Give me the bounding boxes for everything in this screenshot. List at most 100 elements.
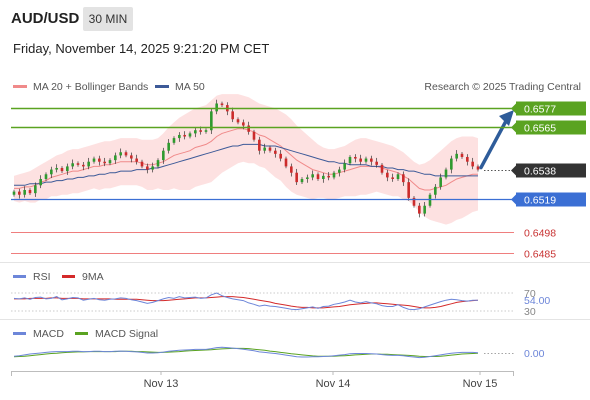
candle-body: [263, 147, 266, 151]
candle-body: [460, 153, 464, 157]
resistance-tag: [516, 101, 586, 116]
candle-body: [167, 142, 170, 151]
candle-body: [146, 166, 149, 170]
resistance-label: 0.6577: [524, 104, 556, 116]
candle-body: [386, 172, 389, 178]
forecast-arrow-shaft: [479, 119, 508, 170]
resistance-tag: [516, 120, 586, 135]
legend-label-rsi-ma: 9MA: [82, 271, 104, 283]
macd-line: [13, 346, 479, 359]
candle-body: [140, 161, 144, 167]
main-plot-area: [12, 94, 514, 225]
attribution: Research © 2025 Trading Central: [424, 81, 581, 93]
legend-label-ma20: MA 20 + Bollinger Bands: [33, 81, 148, 93]
candle-body: [114, 155, 117, 161]
candle-body: [210, 111, 213, 131]
candle-body: [450, 158, 453, 170]
candle-body: [284, 158, 288, 167]
candle-body: [242, 122, 245, 126]
candle-body: [300, 179, 304, 183]
legend-label-rsi: RSI: [33, 271, 51, 283]
candle-body: [332, 172, 336, 178]
candle-body: [130, 155, 133, 159]
candle-body: [162, 150, 165, 161]
candle-body: [55, 167, 58, 170]
candle-body: [418, 205, 421, 214]
current-price-label: 0.6538: [524, 166, 556, 178]
candle-body: [375, 161, 378, 165]
candle-body: [380, 164, 384, 173]
candle-body: [44, 174, 48, 179]
candle-body: [402, 174, 405, 183]
time-axis-label: Nov 14: [316, 378, 351, 390]
legend-swatch-rsi: [13, 275, 26, 278]
candle-body: [236, 119, 240, 123]
candle-body: [60, 167, 64, 172]
support-label: 0.6485: [524, 249, 556, 261]
support-label: 0.6498: [524, 228, 556, 240]
candle-body: [428, 194, 432, 206]
candle-body: [252, 131, 256, 140]
candle-body: [306, 177, 309, 179]
candle-body: [476, 166, 480, 170]
macd-panel: 0.00: [13, 346, 545, 360]
candle-body: [348, 156, 352, 164]
candle-body: [316, 174, 320, 179]
ma20-line: [14, 128, 478, 191]
time-axis: Nov 13 Nov 14 Nov 15: [11, 371, 514, 390]
candle-body: [23, 190, 26, 195]
candle-body: [338, 169, 341, 173]
candle-body: [82, 164, 85, 167]
candle-body: [204, 130, 208, 132]
candle-body: [391, 177, 394, 179]
candle-body: [343, 163, 346, 170]
candle-body: [135, 158, 138, 162]
candle-body: [220, 103, 224, 106]
candle-body: [199, 130, 202, 132]
candle-body: [466, 156, 469, 162]
pivot-tag-pointer: [511, 194, 516, 205]
timeframe-badge[interactable]: 30 MIN: [83, 7, 133, 31]
candle-body: [359, 158, 362, 162]
legend-swatch-ma50: [155, 85, 169, 88]
legend-swatch-macd-signal: [75, 332, 88, 335]
candle-body: [124, 152, 128, 156]
candle-body: [34, 185, 37, 194]
candle-body: [434, 186, 437, 195]
candle-body: [172, 138, 176, 143]
candle-body: [71, 163, 74, 167]
candle-body: [76, 163, 80, 165]
resistance-label: 0.6565: [524, 123, 556, 135]
legend-label-ma50: MA 50: [175, 81, 205, 93]
candle-body: [364, 158, 368, 162]
candle-body: [471, 161, 474, 167]
legend-label-macd: MACD: [33, 328, 64, 340]
candle-body: [412, 197, 416, 206]
candle-body: [18, 191, 21, 195]
candle-body: [194, 130, 197, 134]
forecast-arrow-head: [499, 110, 514, 126]
rsi-current-label: 54.00: [524, 295, 550, 307]
candle-body: [108, 160, 112, 164]
candle-body: [396, 174, 400, 179]
rsi-line: [13, 292, 478, 311]
legend-swatch-ma20: [13, 85, 27, 88]
candle-body: [231, 111, 234, 120]
candle-body: [455, 153, 458, 159]
candle-body: [444, 169, 448, 178]
candle-body: [151, 166, 154, 170]
candle-body: [274, 150, 277, 154]
symbol-title: AUD/USD: [11, 10, 80, 27]
macd-legend: MACD MACD Signal: [13, 328, 158, 340]
candle-body: [66, 166, 69, 172]
candle-body: [295, 172, 298, 183]
candle-body: [156, 160, 160, 167]
candle-body: [50, 169, 53, 175]
resistance-tag-pointer: [511, 103, 516, 114]
legend-swatch-rsi-ma: [62, 275, 75, 278]
candle-body: [98, 158, 101, 162]
candle-body: [188, 133, 192, 137]
candle-body: [39, 179, 42, 186]
